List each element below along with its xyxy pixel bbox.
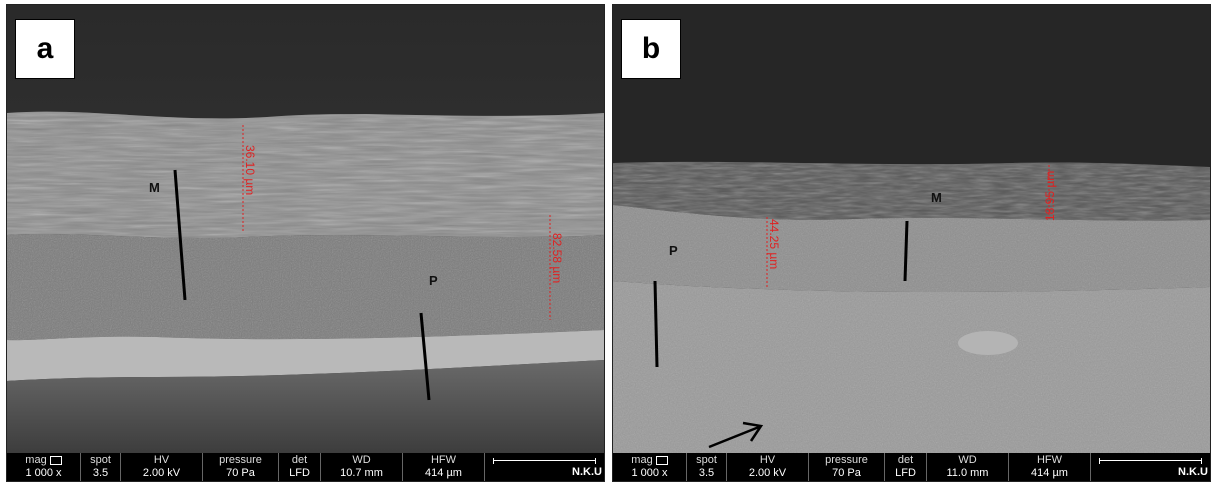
- sem-infobar: mag 1 000 x spot 3.5 HV 2.00 kV pressure 70…: [613, 453, 1210, 481]
- info-det: det LFD: [279, 453, 321, 481]
- info-spot: spot 3.5: [687, 453, 727, 481]
- sem-panel-a: a M P 36.10 µm 82.58 µm mag 1 000 x spot…: [6, 4, 605, 482]
- info-hfw: HFW 414 µm: [403, 453, 485, 481]
- layer-line-p: [419, 312, 431, 401]
- layer-line-p: [653, 280, 659, 368]
- sem-infobar: mag 1 000 x spot 3.5 HV 2.00 kV pressure 70…: [7, 453, 604, 481]
- info-scale: N.K.U: [1091, 453, 1210, 481]
- info-det: det LFD: [885, 453, 927, 481]
- panel-label: a: [15, 19, 75, 79]
- info-pressure: pressure 70 Pa: [809, 453, 885, 481]
- brand-text: N.K.U: [572, 466, 602, 478]
- arrow-head-icon: [742, 421, 764, 442]
- magnifier-box-icon: [655, 455, 668, 465]
- arrow-line: [708, 425, 760, 449]
- info-spot: spot 3.5: [81, 453, 121, 481]
- scale-bar: [493, 458, 596, 464]
- info-hv: HV 2.00 kV: [727, 453, 809, 481]
- layer-label-m: M: [149, 180, 160, 195]
- sem-image-a: [7, 5, 604, 455]
- brand-text: N.K.U: [1178, 466, 1208, 478]
- measurement-label-1: 36.10 µm: [243, 145, 257, 196]
- info-hv: HV 2.00 kV: [121, 453, 203, 481]
- info-mag: mag 1 000 x: [613, 453, 687, 481]
- sem-panel-b: b M P 44.25 µm 18.95 µm mag 1 000 x spot…: [612, 4, 1211, 482]
- sem-image-b: [613, 5, 1210, 455]
- measurement-label-2: 18.95 µm: [1043, 170, 1057, 221]
- layer-label-p: P: [669, 243, 678, 258]
- magnifier-box-icon: [49, 455, 62, 465]
- info-scale: N.K.U: [485, 453, 604, 481]
- measurement-label-2: 82.58 µm: [550, 233, 564, 284]
- info-hfw: HFW 414 µm: [1009, 453, 1091, 481]
- layer-label-p: P: [429, 273, 438, 288]
- info-wd: WD 10.7 mm: [321, 453, 403, 481]
- layer-line-m: [173, 169, 187, 301]
- info-pressure: pressure 70 Pa: [203, 453, 279, 481]
- layer-line-m: [903, 220, 909, 282]
- panel-label: b: [621, 19, 681, 79]
- info-wd: WD 11.0 mm: [927, 453, 1009, 481]
- layer-label-m: M: [931, 190, 942, 205]
- scale-bar: [1099, 458, 1202, 464]
- measurement-label-1: 44.25 µm: [767, 219, 781, 270]
- info-mag: mag 1 000 x: [7, 453, 81, 481]
